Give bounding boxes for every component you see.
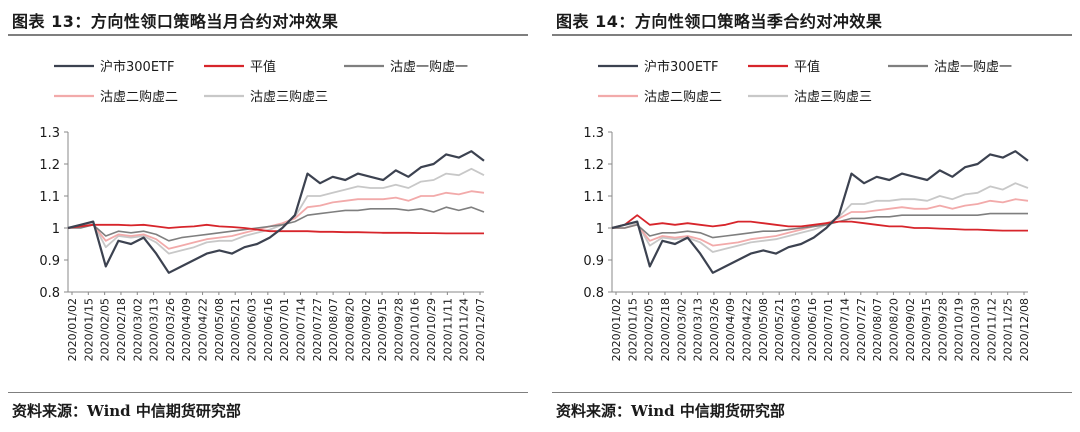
x-tick-label: 2020/03/13 [148,298,161,361]
chart-title: 图表 14：方向性领口策略当季合约对冲效果 [556,12,883,31]
series-line-2 [612,212,1028,239]
x-tick-label: 2020/04/22 [741,298,754,361]
x-tick-label: 2020/10/30 [969,298,982,361]
y-tick-label: 1.1 [583,190,604,205]
x-tick-label: 2020/07/01 [278,298,291,361]
x-tick-label: 2020/09/15 [920,298,933,361]
y-tick-label: 1 [52,222,60,237]
x-tick-label: 2020/12/08 [1018,298,1031,361]
x-tick-label: 2020/08/07 [327,298,340,361]
x-tick-label: 2020/06/03 [790,298,803,361]
x-tick-label: 2020/02/05 [643,298,656,361]
x-tick-label: 2020/03/13 [692,298,705,361]
x-tick-label: 2020/02/05 [99,298,112,361]
x-tick-label: 2020/08/20 [343,298,356,361]
x-tick-label: 2020/12/07 [474,298,487,361]
series-line-2 [68,206,485,242]
x-tick-label: 2020/09/02 [360,298,373,361]
x-tick-label: 2020/06/03 [246,298,259,361]
legend-label: 沽虚一购虚一 [934,59,1012,75]
x-tick-label: 2020/10/29 [425,298,438,361]
x-tick-label: 2020/10/16 [409,298,422,361]
x-tick-label: 2020/03/26 [708,298,721,361]
y-tick-label: 0.9 [39,254,60,269]
series-line-4 [612,182,1029,253]
x-tick-label: 2020/03/26 [164,298,177,361]
legend-label: 沽虚一购虚一 [390,59,468,75]
x-tick-label: 2020/11/24 [458,298,471,361]
x-tick-label: 2020/06/16 [806,298,819,361]
bottom-rule [552,392,1072,393]
y-tick-label: 1.2 [583,158,604,173]
legend-label: 沽虚二购虚二 [100,89,178,105]
x-tick-label: 2020/08/07 [871,298,884,361]
x-tick-label: 2020/07/14 [838,298,851,361]
legend-label: 沽虚二购虚二 [644,89,722,105]
x-tick-label: 2020/08/20 [887,298,900,361]
x-tick-label: 2020/02/18 [659,298,672,361]
series-line-1 [67,223,484,235]
y-tick-label: 1.3 [39,126,60,141]
x-tick-label: 2020/11/11 [441,298,454,361]
x-tick-label: 2020/10/19 [953,298,966,361]
x-tick-label: 2020/04/09 [724,298,737,361]
x-tick-label: 2020/07/14 [294,298,307,361]
x-tick-label: 2020/05/21 [229,298,242,361]
y-tick-label: 0.8 [39,286,60,301]
x-tick-label: 2020/11/25 [1002,298,1015,361]
legend-label: 沪市300ETF [100,59,174,75]
x-tick-label: 2020/09/15 [376,298,389,361]
y-tick-label: 1.2 [39,158,60,173]
x-tick-label: 2020/01/02 [610,298,623,361]
x-tick-label: 2020/01/15 [626,298,639,361]
x-tick-label: 2020/05/21 [773,298,786,361]
series-line-4 [67,167,485,255]
series-line-3 [67,190,485,250]
x-tick-label: 2020/07/01 [822,298,835,361]
y-tick-label: 1 [596,222,604,237]
legend-label: 沽虚三购虚三 [250,89,328,105]
title-rule [552,34,1072,36]
x-tick-label: 2020/05/08 [757,298,770,361]
legend-label: 沪市300ETF [644,59,718,75]
x-tick-label: 2020/05/08 [213,298,226,361]
x-tick-label: 2020/07/27 [855,298,868,361]
x-tick-label: 2020/04/22 [197,298,210,361]
bottom-rule [8,392,528,393]
y-tick-label: 0.8 [583,286,604,301]
x-tick-label: 2020/01/02 [66,298,79,361]
series-line-1 [611,214,1028,232]
y-tick-label: 1.1 [39,190,60,205]
x-tick-label: 2020/03/02 [675,298,688,361]
x-tick-label: 2020/03/02 [131,298,144,361]
series-line-0 [611,150,1029,274]
x-tick-label: 2020/07/27 [311,298,324,361]
title-rule [8,34,528,36]
x-tick-label: 2020/02/18 [115,298,128,361]
x-tick-label: 2020/06/16 [262,298,275,361]
y-tick-label: 1.3 [583,126,604,141]
x-tick-label: 2020/04/09 [180,298,193,361]
x-tick-label: 2020/01/15 [82,298,95,361]
series-line-0 [67,150,485,274]
legend-label: 平值 [250,59,276,75]
legend-label: 沽虚三购虚三 [794,89,872,105]
x-tick-label: 2020/11/12 [985,298,998,361]
source-note: 资料来源：Wind 中信期货研究部 [12,402,241,420]
chart-title: 图表 13：方向性领口策略当月合约对冲效果 [12,12,339,31]
x-tick-label: 2020/09/28 [936,298,949,361]
x-tick-label: 2020/09/28 [392,298,405,361]
chart-panel-13: 图表 13：方向性领口策略当月合约对冲效果 沪市300ETF 平值 沽虚一购虚一沽虚… [8,0,536,432]
chart-panel-14: 图表 14：方向性领口策略当季合约对冲效果 沪市300ETF 平值 沽虚一购虚一沽虚… [552,0,1080,432]
y-tick-label: 0.9 [583,254,604,269]
x-tick-label: 2020/09/02 [904,298,917,361]
legend-label: 平值 [794,59,820,75]
source-note: 资料来源：Wind 中信期货研究部 [556,402,785,420]
